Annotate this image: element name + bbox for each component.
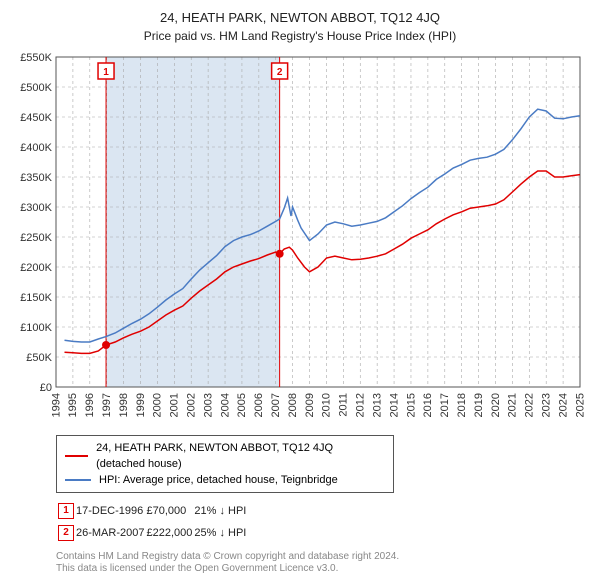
marker-row-2: 2 26-MAR-2007 £222,000 25% ↓ HPI bbox=[58, 523, 246, 543]
chart-container: 24, HEATH PARK, NEWTON ABBOT, TQ12 4JQ P… bbox=[0, 0, 600, 560]
svg-text:2011: 2011 bbox=[338, 393, 350, 417]
marker-diff-1: 21% ↓ HPI bbox=[194, 501, 246, 521]
svg-text:2009: 2009 bbox=[304, 393, 316, 417]
legend: 24, HEATH PARK, NEWTON ABBOT, TQ12 4JQ (… bbox=[56, 435, 394, 493]
marker-price-2: £222,000 bbox=[146, 523, 192, 543]
svg-text:£0: £0 bbox=[40, 382, 52, 394]
marker-date-2: 26-MAR-2007 bbox=[76, 523, 144, 543]
footer-line-1: Contains HM Land Registry data © Crown c… bbox=[56, 551, 590, 564]
svg-text:£100K: £100K bbox=[20, 322, 52, 334]
markers-table: 1 17-DEC-1996 £70,000 21% ↓ HPI 2 26-MAR… bbox=[56, 499, 248, 545]
svg-text:£200K: £200K bbox=[20, 262, 52, 274]
marker-diff-2: 25% ↓ HPI bbox=[194, 523, 246, 543]
svg-text:2002: 2002 bbox=[186, 393, 198, 417]
svg-text:2021: 2021 bbox=[507, 393, 519, 417]
svg-text:2012: 2012 bbox=[355, 393, 367, 417]
marker-badge-2: 2 bbox=[58, 525, 74, 541]
svg-text:2013: 2013 bbox=[371, 393, 383, 417]
svg-text:£450K: £450K bbox=[20, 112, 52, 124]
legend-swatch-hpi bbox=[65, 479, 91, 481]
chart-subtitle: Price paid vs. HM Land Registry's House … bbox=[10, 29, 590, 43]
svg-text:£300K: £300K bbox=[20, 202, 52, 214]
marker-badge-1: 1 bbox=[58, 503, 74, 519]
svg-text:1996: 1996 bbox=[84, 393, 96, 417]
legend-swatch-property bbox=[65, 455, 88, 457]
svg-text:1997: 1997 bbox=[101, 393, 113, 417]
svg-text:2005: 2005 bbox=[236, 393, 248, 417]
svg-text:2001: 2001 bbox=[169, 393, 181, 417]
svg-text:2020: 2020 bbox=[490, 393, 502, 417]
svg-text:1994: 1994 bbox=[50, 393, 62, 417]
svg-text:1998: 1998 bbox=[118, 393, 130, 417]
svg-text:2014: 2014 bbox=[388, 393, 400, 417]
svg-text:2016: 2016 bbox=[422, 393, 434, 417]
svg-text:£550K: £550K bbox=[20, 52, 52, 64]
svg-text:2008: 2008 bbox=[287, 393, 299, 417]
svg-text:2000: 2000 bbox=[152, 393, 164, 417]
svg-text:£150K: £150K bbox=[20, 292, 52, 304]
marker-price-1: £70,000 bbox=[146, 501, 192, 521]
legend-item-hpi: HPI: Average price, detached house, Teig… bbox=[65, 472, 385, 488]
svg-text:2023: 2023 bbox=[540, 393, 552, 417]
marker-date-1: 17-DEC-1996 bbox=[76, 501, 144, 521]
svg-text:2017: 2017 bbox=[439, 393, 451, 417]
svg-text:£400K: £400K bbox=[20, 142, 52, 154]
svg-text:£500K: £500K bbox=[20, 82, 52, 94]
svg-text:2: 2 bbox=[277, 67, 283, 78]
svg-text:2024: 2024 bbox=[557, 393, 569, 417]
svg-text:2025: 2025 bbox=[574, 393, 586, 417]
footer-line-2: This data is licensed under the Open Gov… bbox=[56, 563, 590, 576]
legend-label-property: 24, HEATH PARK, NEWTON ABBOT, TQ12 4JQ (… bbox=[96, 440, 385, 472]
chart-title: 24, HEATH PARK, NEWTON ABBOT, TQ12 4JQ bbox=[10, 10, 590, 27]
svg-text:2004: 2004 bbox=[219, 393, 231, 417]
svg-text:2003: 2003 bbox=[202, 393, 214, 417]
legend-label-hpi: HPI: Average price, detached house, Teig… bbox=[99, 472, 338, 488]
marker-row-1: 1 17-DEC-1996 £70,000 21% ↓ HPI bbox=[58, 501, 246, 521]
svg-text:£350K: £350K bbox=[20, 172, 52, 184]
svg-text:2006: 2006 bbox=[253, 393, 265, 417]
svg-text:2007: 2007 bbox=[270, 393, 282, 417]
svg-text:2015: 2015 bbox=[405, 393, 417, 417]
svg-text:2022: 2022 bbox=[524, 393, 536, 417]
svg-text:1995: 1995 bbox=[67, 393, 79, 417]
svg-text:2018: 2018 bbox=[456, 393, 468, 417]
chart-plot: £0 £50K £100K £150K £200K £250K £300K £350K £400… bbox=[10, 49, 590, 429]
svg-text:2019: 2019 bbox=[473, 393, 485, 417]
svg-text:1999: 1999 bbox=[135, 393, 147, 417]
svg-text:1: 1 bbox=[103, 67, 109, 78]
svg-text:2010: 2010 bbox=[321, 393, 333, 417]
legend-item-property: 24, HEATH PARK, NEWTON ABBOT, TQ12 4JQ (… bbox=[65, 440, 385, 472]
svg-text:£250K: £250K bbox=[20, 232, 52, 244]
footer-attribution: Contains HM Land Registry data © Crown c… bbox=[56, 551, 590, 576]
svg-text:£50K: £50K bbox=[26, 352, 52, 364]
